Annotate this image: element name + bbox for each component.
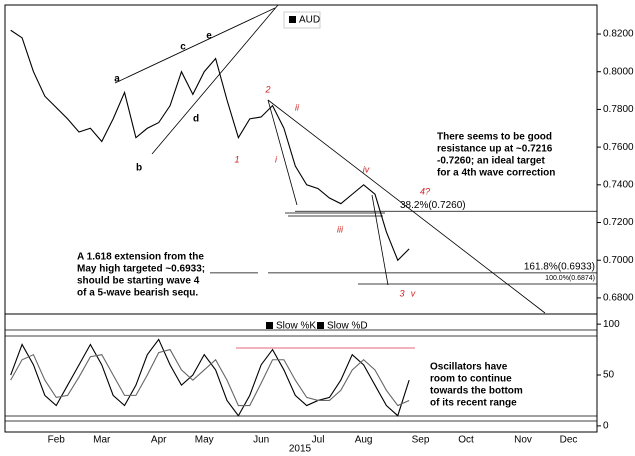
- trendlines: [114, 4, 546, 314]
- legend-label: AUD: [299, 15, 320, 26]
- y-tick-label: 0: [603, 421, 609, 432]
- annotation: A 1.618 extension from the: [77, 252, 204, 263]
- x-tick-label: Aug: [355, 435, 373, 446]
- wave-label: 3: [399, 288, 404, 298]
- wave-label: ii: [295, 102, 300, 112]
- y-tick-label: 0.7600: [603, 142, 634, 153]
- y-tick-label: 0.7000: [603, 255, 634, 266]
- wave-label: c: [180, 42, 186, 53]
- x-tick-label: Sep: [412, 435, 430, 446]
- wave-label: d: [193, 114, 199, 125]
- fib-label: 38.2%(0.7260): [400, 200, 466, 211]
- series-line: [10, 348, 410, 407]
- wave-label: 1: [234, 154, 239, 164]
- y-tick-label: 0.8200: [603, 29, 634, 40]
- series-line: [10, 29, 410, 262]
- annotation: room to continue: [430, 374, 512, 385]
- y-tick-label: 0.6800: [603, 293, 634, 304]
- legend: AUD Slow %K Slow %D: [266, 11, 368, 332]
- wave-label: iv: [363, 164, 370, 174]
- wave-label: a: [114, 74, 120, 85]
- legend-label: Slow %K: [276, 321, 316, 332]
- wave-label: v: [411, 288, 416, 298]
- wave-label: 2: [264, 84, 270, 94]
- x-tick-label: Oct: [458, 435, 474, 446]
- legend-label: Slow %D: [327, 321, 368, 332]
- fib-label: 100.0%(0.6874): [545, 275, 595, 282]
- annotation: -0.7260; an ideal target: [437, 156, 545, 167]
- annotation: There seems to be good: [437, 132, 552, 143]
- x-tick-label: Feb: [48, 435, 66, 446]
- wave-label: 4?: [420, 186, 430, 196]
- y-tick-label: 50: [603, 370, 615, 381]
- wave-label: iii: [337, 224, 344, 234]
- y-tick-label: 0.7400: [603, 179, 634, 190]
- y-tick-label: 0.8000: [603, 66, 634, 77]
- x-tick-label: Jul: [312, 435, 325, 446]
- series-line: [10, 338, 410, 417]
- annotation: should be starting wave 4: [77, 276, 200, 287]
- annotation: towards the bottom: [430, 386, 523, 397]
- x-tick-label: Apr: [151, 435, 167, 446]
- osc-ref-lines: [5, 329, 597, 422]
- annotation: of its recent range: [430, 398, 517, 409]
- wave-label: i: [275, 154, 278, 164]
- fib-label: 161.8%(0.6933): [524, 261, 595, 272]
- annotation: of a 5-wave bearish sequ.: [77, 288, 198, 299]
- y-tick-label: 100: [603, 319, 620, 330]
- annotation: resistance up at ~0.7216: [437, 144, 553, 155]
- annotation: May high targeted ~0.6933;: [77, 264, 205, 275]
- x-tick-label: Nov: [514, 435, 532, 446]
- wave-label: e: [206, 31, 212, 42]
- frame: [4, 4, 598, 433]
- y-tick-label: 0.7800: [603, 104, 634, 115]
- annotation: for a 4th wave correction: [437, 168, 555, 179]
- x-tick-label: Dec: [560, 435, 578, 446]
- y-tick-label: 0.7200: [603, 217, 634, 228]
- x-tick-label: Jun: [253, 435, 269, 446]
- x-axis-label: 2015: [289, 444, 312, 455]
- x-tick-label: May: [195, 435, 214, 446]
- x-tick-label: Mar: [93, 435, 111, 446]
- wave-label: b: [136, 163, 142, 174]
- annotation: Oscillators have: [430, 362, 508, 373]
